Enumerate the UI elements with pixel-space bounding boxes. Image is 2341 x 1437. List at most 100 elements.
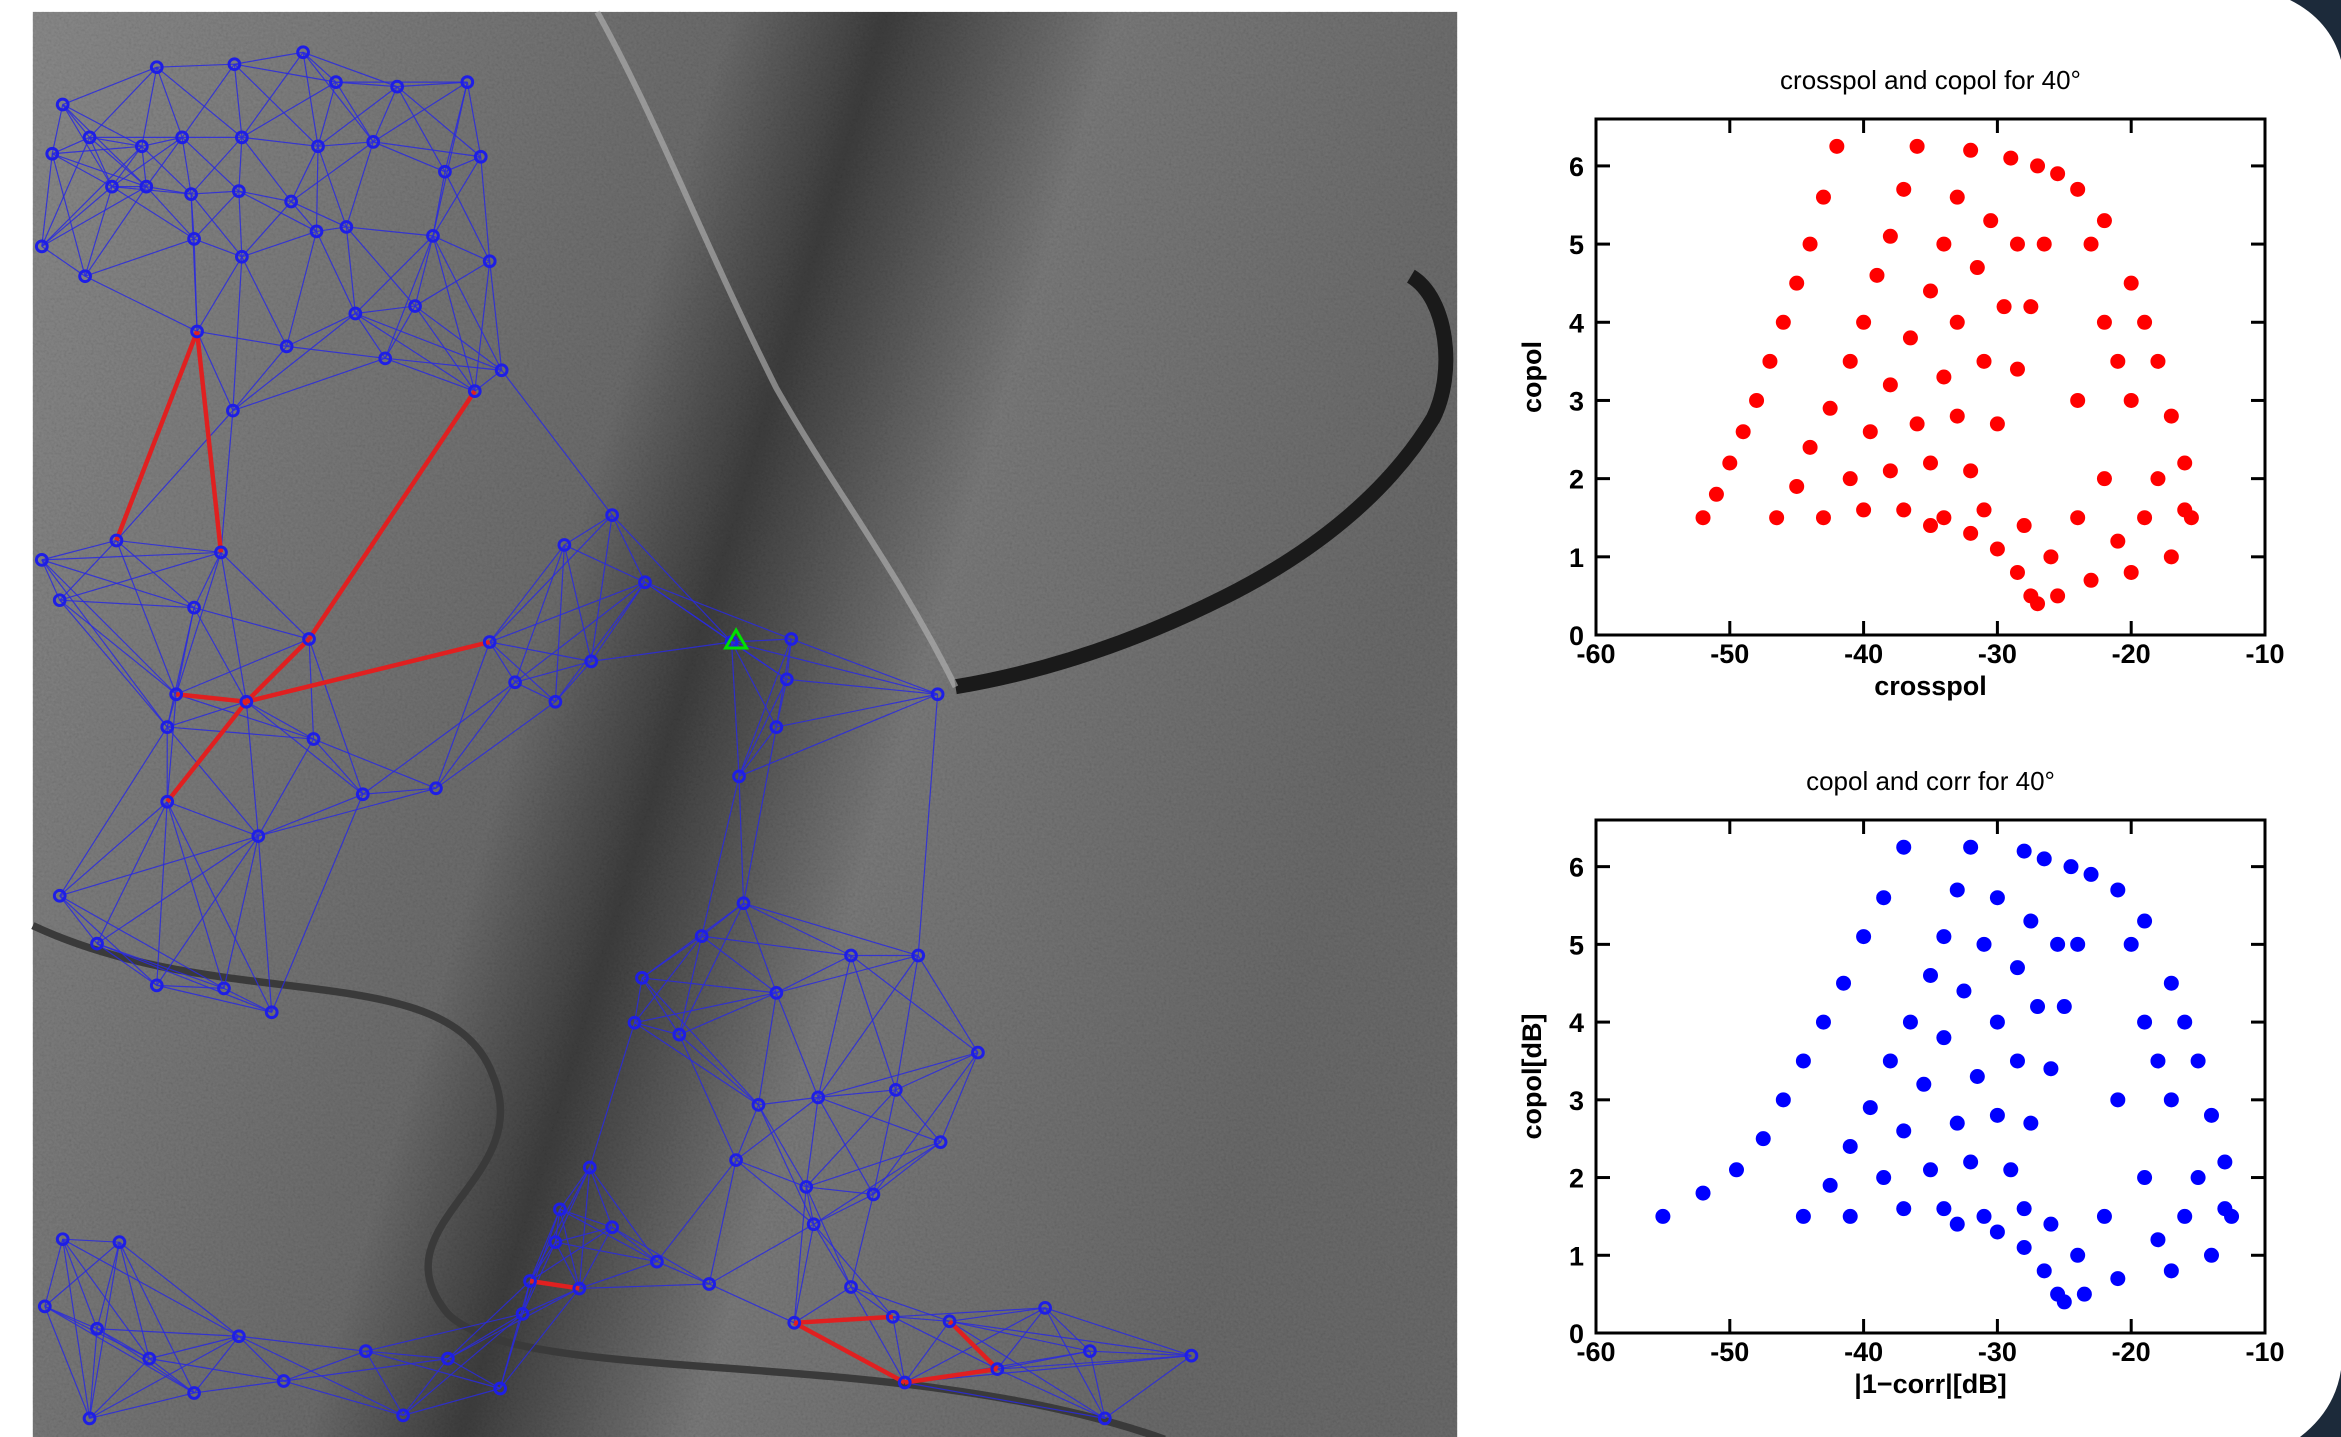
point — [1863, 1100, 1878, 1115]
point — [2110, 882, 2125, 897]
point — [1762, 354, 1777, 369]
point — [1856, 502, 1871, 517]
point — [1796, 1053, 1811, 1068]
point — [2023, 914, 2038, 929]
point — [1936, 237, 1951, 252]
point — [1843, 1139, 1858, 1154]
point — [1816, 510, 1831, 525]
point — [1803, 440, 1818, 455]
point — [1696, 510, 1711, 525]
point — [2010, 960, 2025, 975]
point — [1916, 1077, 1931, 1092]
point — [1910, 416, 1925, 431]
point — [1896, 182, 1911, 197]
point — [1990, 1015, 2005, 1030]
point — [2037, 237, 2052, 252]
point — [2010, 362, 2025, 377]
y-axis-label: copol — [1517, 341, 1547, 413]
point — [2084, 573, 2099, 588]
y-tick-label: 1 — [1569, 1241, 1584, 1271]
point — [1856, 929, 1871, 944]
point — [2070, 393, 2085, 408]
point — [1963, 463, 1978, 478]
points — [1696, 139, 2199, 611]
point — [1950, 1217, 1965, 1232]
point — [2150, 471, 2165, 486]
point — [1936, 1201, 1951, 1216]
point — [2137, 315, 2152, 330]
point — [2124, 937, 2139, 952]
point — [2017, 1240, 2032, 1255]
point — [1883, 377, 1898, 392]
chart-title: crosspol and copol for 40° — [1780, 65, 2081, 95]
point — [1990, 542, 2005, 557]
point — [1950, 315, 1965, 330]
point — [2017, 518, 2032, 533]
point — [2097, 213, 2112, 228]
point — [1749, 393, 1764, 408]
point — [1963, 840, 1978, 855]
point — [1977, 1209, 1992, 1224]
point — [2010, 1053, 2025, 1068]
point — [2084, 867, 2099, 882]
x-axis-label: crosspol — [1874, 671, 1987, 701]
y-tick-label: 3 — [1569, 1086, 1584, 1116]
y-tick-label: 1 — [1569, 543, 1584, 573]
point — [2010, 237, 2025, 252]
points — [1655, 840, 2239, 1310]
point — [2030, 158, 2045, 173]
point — [1950, 1116, 1965, 1131]
point — [1736, 424, 1751, 439]
point — [2204, 1248, 2219, 1263]
point — [2063, 859, 2078, 874]
point — [1950, 882, 1965, 897]
point — [2110, 1092, 2125, 1107]
point — [2030, 999, 2045, 1014]
point — [2124, 565, 2139, 580]
point — [1863, 424, 1878, 439]
chart-title: copol and corr for 40° — [1806, 766, 2055, 796]
x-tick-label: -40 — [1844, 1337, 1883, 1367]
point — [2037, 1263, 2052, 1278]
point — [2137, 1015, 2152, 1030]
y-tick-label: 0 — [1569, 1319, 1584, 1349]
point — [1843, 354, 1858, 369]
point — [1729, 1162, 1744, 1177]
point — [2077, 1287, 2092, 1302]
point — [1990, 890, 2005, 905]
sar-map — [33, 12, 1457, 1437]
point — [1910, 139, 1925, 154]
point — [2050, 937, 2065, 952]
scatter-chart: copol and corr for 40°|1−corr|[dB]copol[… — [1517, 766, 2285, 1399]
point — [2043, 1061, 2058, 1076]
point — [2124, 276, 2139, 291]
point — [2070, 937, 2085, 952]
point — [1722, 456, 1737, 471]
point — [1776, 1092, 1791, 1107]
point — [2023, 299, 2038, 314]
x-axis-label: |1−corr|[dB] — [1854, 1369, 2006, 1399]
point — [1709, 487, 1724, 502]
point — [1903, 330, 1918, 345]
point — [1997, 299, 2012, 314]
x-tick-label: -50 — [1710, 1337, 1749, 1367]
point — [1977, 502, 1992, 517]
point — [2003, 1162, 2018, 1177]
point — [2204, 1108, 2219, 1123]
point — [1843, 1209, 1858, 1224]
corner-decoration — [2290, 0, 2341, 60]
point — [1923, 284, 1938, 299]
point — [2084, 237, 2099, 252]
figure: crosspol and copol for 40° crosspol copol -… — [0, 0, 2341, 1437]
point — [1883, 229, 1898, 244]
corner-decoration — [2300, 1370, 2341, 1437]
point — [1896, 1201, 1911, 1216]
point — [1789, 276, 1804, 291]
sar-image — [33, 12, 1457, 1437]
x-tick-label: -20 — [2112, 639, 2151, 669]
point — [1977, 354, 1992, 369]
point — [2150, 1053, 2165, 1068]
point — [1769, 510, 1784, 525]
point — [1876, 890, 1891, 905]
point — [1936, 1030, 1951, 1045]
